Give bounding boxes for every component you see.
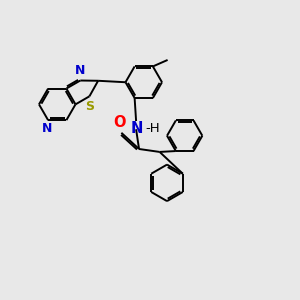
Text: N: N: [130, 121, 143, 136]
Text: N: N: [75, 64, 86, 77]
Text: -H: -H: [146, 122, 160, 135]
Text: N: N: [41, 122, 52, 135]
Text: O: O: [114, 116, 126, 130]
Text: S: S: [85, 100, 94, 113]
